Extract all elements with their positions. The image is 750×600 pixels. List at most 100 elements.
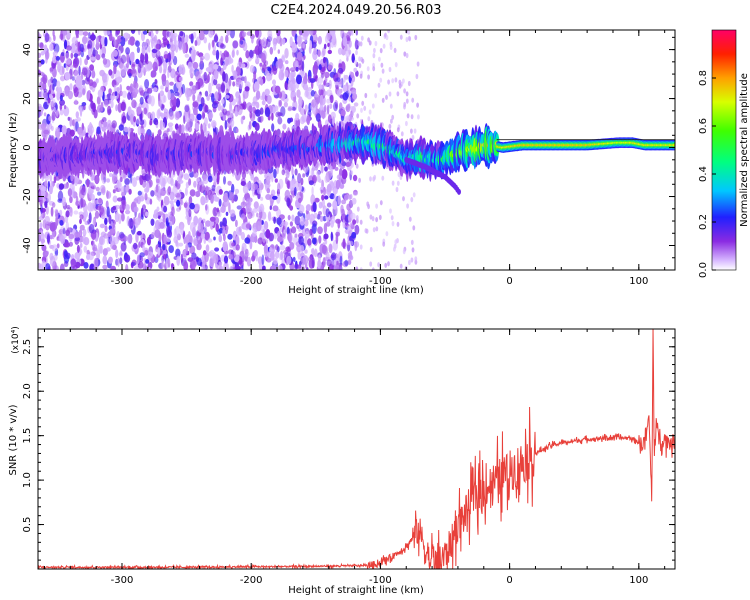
spectrogram-noise-cell xyxy=(60,75,66,82)
spectrogram-noise-cell xyxy=(261,235,267,243)
spectrogram-noise-cell xyxy=(135,40,140,47)
spectrogram-noise-cell xyxy=(361,100,365,106)
spectrogram-noise-cell xyxy=(333,101,338,112)
spectrogram-noise-cell xyxy=(355,163,359,169)
spectrogram-noise-cell xyxy=(135,117,141,125)
spectrogram-noise-cell xyxy=(254,122,260,131)
spectrogram-noise-cell xyxy=(146,63,151,72)
spectrogram-noise-cell xyxy=(133,198,139,204)
spectrogram-noise-cell xyxy=(157,246,161,256)
spectrogram-noise-cell xyxy=(66,204,71,210)
spectrogram-noise-cell xyxy=(196,243,202,251)
spectrogram-noise-cell xyxy=(59,219,64,226)
spectrogram-noise-cell xyxy=(201,263,206,270)
spectrogram-noise-cell xyxy=(355,70,359,77)
spectrogram-noise-cell xyxy=(64,86,70,97)
spectrogram-noise-cell xyxy=(91,240,96,251)
spectrogram-noise-cell xyxy=(142,244,146,253)
spectrogram-noise-cell xyxy=(83,105,86,111)
spectrogram-noise-cell xyxy=(119,231,125,239)
spectrogram-noise-cell xyxy=(234,188,240,194)
spectrogram-noise-cell xyxy=(144,192,148,201)
spectrogram-noise-cell xyxy=(264,107,271,118)
spectrogram-noise-cell xyxy=(387,79,390,85)
spectrogram-noise-cell xyxy=(214,247,220,252)
spectrogram-noise-cell xyxy=(359,41,363,47)
spectrogram-noise-cell xyxy=(189,189,196,197)
spectrogram-noise-cell xyxy=(127,39,131,45)
spectrogram-noise-cell xyxy=(127,92,132,100)
spectrogram-noise-cell xyxy=(350,213,353,219)
spectrogram-noise-cell xyxy=(347,225,351,232)
spectrogram-noise-cell xyxy=(39,42,44,50)
spectrogram-noise-cell xyxy=(251,255,256,262)
spectrogram-noise-cell xyxy=(121,212,125,222)
spectrogram-noise-cell xyxy=(163,108,167,113)
spectrogram-noise-cell xyxy=(59,209,63,216)
spectrogram-noise-cell xyxy=(323,56,326,64)
spectrogram-noise-cell xyxy=(341,169,348,180)
spectrogram-noise-cell xyxy=(374,40,378,47)
spectrogram-noise-cell xyxy=(71,36,78,45)
spectrogram-noise-cell xyxy=(309,78,316,83)
spectrogram-noise-cell xyxy=(336,174,343,180)
spectrogram-noise-cell xyxy=(59,94,63,101)
spectrogram-noise-cell xyxy=(201,175,207,180)
spectrogram-noise-cell xyxy=(183,236,187,245)
spectrogram-noise-cell xyxy=(119,257,123,265)
spectrogram-noise-cell xyxy=(282,221,289,227)
spectrogram-noise-cell xyxy=(231,242,236,247)
spectrogram-noise-cell xyxy=(236,49,239,56)
spectrogram-noise-cell xyxy=(152,87,158,93)
spectrogram-noise-cell xyxy=(204,90,209,97)
spectrogram-noise-cell xyxy=(319,215,324,222)
spectrogram-noise-cell xyxy=(155,184,159,193)
spectrogram-noise-cell xyxy=(284,69,289,78)
spectrogram-noise-cell xyxy=(414,256,418,262)
spectrogram-noise-cell xyxy=(352,93,358,100)
spectrogram-noise-cell xyxy=(208,63,215,73)
spectrogram-noise-cell xyxy=(82,36,88,45)
spectrogram-noise-cell xyxy=(254,30,260,38)
spectrogram-noise-cell xyxy=(116,30,120,35)
spectrogram-noise-cell xyxy=(112,205,116,211)
spectrogram-noise-cell xyxy=(315,36,319,41)
spectrogram-noise-cell xyxy=(314,197,320,203)
spectrogram-noise-cell xyxy=(245,223,252,229)
spectrogram-noise-cell xyxy=(308,180,314,186)
spectrogram-noise-cell xyxy=(285,168,290,179)
spectrogram-noise-cell xyxy=(248,105,253,113)
spectrogram-noise-cell xyxy=(47,193,51,203)
spectrogram-noise-cell xyxy=(227,180,232,186)
spectrogram-noise-cell xyxy=(40,59,45,65)
spectrogram-noise-cell xyxy=(40,238,46,244)
spectrogram-noise-cell xyxy=(61,66,65,74)
spectrogram-noise-cell xyxy=(225,88,229,96)
spectrogram-noise-cell xyxy=(106,190,109,199)
spectrogram-noise-cell xyxy=(174,91,180,97)
spectrogram-noise-cell xyxy=(150,190,155,197)
spectrogram-noise-cell xyxy=(295,66,299,72)
spectrogram-noise-cell xyxy=(318,235,322,244)
spectrogram-noise-cell xyxy=(159,221,165,229)
spectrogram-noise-cell xyxy=(359,219,363,225)
spectrogram-noise-cell xyxy=(117,197,123,202)
spectrogram-noise-cell xyxy=(167,89,171,101)
spectrogram-noise-cell xyxy=(167,187,171,193)
spectrogram-noise-cell xyxy=(88,223,95,234)
spectrogram-noise-cell xyxy=(155,43,160,50)
spectrogram-noise-cell xyxy=(214,33,218,42)
spectrogram-noise-cell xyxy=(189,85,196,96)
spectrogram-noise-cell xyxy=(111,172,118,183)
spectrogram-noise-cell xyxy=(127,234,133,244)
spectrogram-noise-cell xyxy=(300,116,305,125)
spectrogram-trace xyxy=(38,119,675,195)
spectrogram-noise-cell xyxy=(216,207,220,213)
spectrogram-noise-cell xyxy=(208,111,214,120)
spectrogram-noise-cell xyxy=(327,42,330,48)
spectrogram-noise-cell xyxy=(184,105,190,113)
spectrogram-noise-cell xyxy=(167,212,171,223)
spectrogram-noise-cell xyxy=(302,43,306,48)
spectrogram-noise-cell xyxy=(338,62,343,67)
spectrogram-noise-cell xyxy=(414,34,418,41)
